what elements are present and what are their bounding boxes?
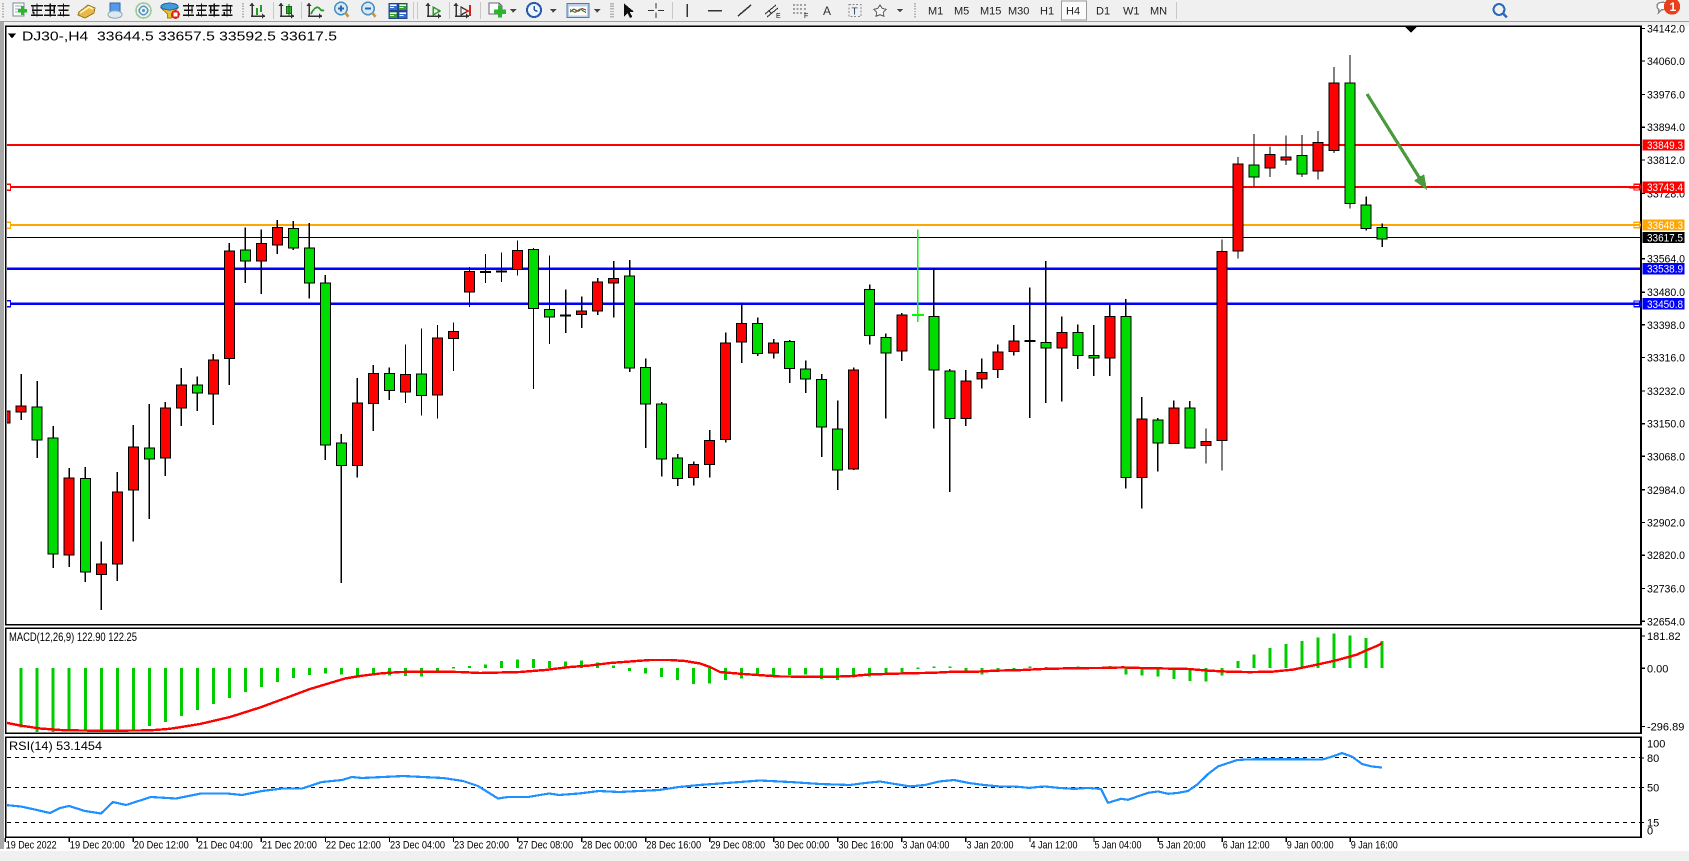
svg-text:33617.5: 33617.5 (1647, 232, 1683, 244)
svg-text:23 Dec 20:00: 23 Dec 20:00 (454, 840, 509, 852)
svg-text:34060.0: 34060.0 (1647, 56, 1685, 68)
svg-text:34142.0: 34142.0 (1647, 23, 1685, 35)
svg-text:M15: M15 (980, 6, 1001, 18)
svg-text:0: 0 (1647, 826, 1653, 838)
svg-text:5 Jan 04:00: 5 Jan 04:00 (1095, 840, 1142, 852)
svg-text:32902.0: 32902.0 (1647, 518, 1685, 530)
svg-text:33480.0: 33480.0 (1647, 287, 1685, 299)
svg-text:H4: H4 (1066, 6, 1080, 18)
svg-text:22 Dec 12:00: 22 Dec 12:00 (326, 840, 381, 852)
svg-text:MACD(12,26,9) 122.90 122.25: MACD(12,26,9) 122.90 122.25 (9, 630, 137, 644)
svg-text:33068.0: 33068.0 (1647, 451, 1685, 463)
svg-text:M30: M30 (1008, 6, 1029, 18)
svg-text:30 Dec 00:00: 30 Dec 00:00 (774, 840, 829, 852)
svg-text:20 Dec 12:00: 20 Dec 12:00 (134, 840, 189, 852)
svg-text:3 Jan 20:00: 3 Jan 20:00 (967, 840, 1014, 852)
svg-text:5 Jan 20:00: 5 Jan 20:00 (1159, 840, 1206, 852)
svg-text:E: E (776, 13, 781, 20)
svg-text:9 Jan 00:00: 9 Jan 00:00 (1287, 840, 1334, 852)
svg-text:W1: W1 (1123, 6, 1140, 18)
svg-text:-296.89: -296.89 (1647, 721, 1684, 733)
svg-text:33812.0: 33812.0 (1647, 155, 1685, 167)
svg-text:4 Jan 12:00: 4 Jan 12:00 (1031, 840, 1078, 852)
svg-text:19 Dec 20:00: 19 Dec 20:00 (70, 840, 125, 852)
svg-text:A: A (823, 4, 831, 18)
svg-text:D1: D1 (1096, 6, 1110, 18)
svg-text:33150.0: 33150.0 (1647, 419, 1685, 431)
svg-text:1: 1 (1670, 0, 1677, 14)
svg-text:19 Dec 2022: 19 Dec 2022 (6, 840, 57, 852)
svg-text:33316.0: 33316.0 (1647, 353, 1685, 365)
svg-text:21 Dec 04:00: 21 Dec 04:00 (198, 840, 253, 852)
svg-text:33849.3: 33849.3 (1647, 140, 1683, 152)
svg-text:32984.0: 32984.0 (1647, 485, 1685, 497)
svg-text:0.00: 0.00 (1647, 663, 1668, 675)
svg-text:9 Jan 16:00: 9 Jan 16:00 (1351, 840, 1398, 852)
svg-text:181.82: 181.82 (1647, 631, 1681, 643)
svg-text:32654.0: 32654.0 (1647, 616, 1685, 628)
svg-text:80: 80 (1647, 753, 1659, 765)
svg-text:3 Jan 04:00: 3 Jan 04:00 (902, 840, 949, 852)
svg-text:F: F (804, 13, 808, 20)
svg-text:28 Dec 16:00: 28 Dec 16:00 (646, 840, 701, 852)
svg-text:33743.4: 33743.4 (1647, 182, 1683, 194)
svg-text:33648.3: 33648.3 (1647, 220, 1683, 232)
svg-text:T: T (852, 7, 858, 18)
svg-text:33232.0: 33232.0 (1647, 386, 1685, 398)
svg-text:30 Dec 16:00: 30 Dec 16:00 (838, 840, 893, 852)
svg-text:100: 100 (1647, 738, 1665, 750)
svg-text:32820.0: 32820.0 (1647, 550, 1685, 562)
svg-text:6 Jan 12:00: 6 Jan 12:00 (1223, 840, 1270, 852)
svg-text:15: 15 (1647, 817, 1659, 829)
svg-text:33894.0: 33894.0 (1647, 122, 1685, 134)
svg-text:RSI(14) 53.1454: RSI(14) 53.1454 (9, 739, 102, 753)
svg-text:32736.0: 32736.0 (1647, 584, 1685, 596)
svg-text:MN: MN (1150, 6, 1167, 18)
svg-text:21 Dec 20:00: 21 Dec 20:00 (262, 840, 317, 852)
svg-text:H1: H1 (1040, 6, 1054, 18)
svg-text:23 Dec 04:00: 23 Dec 04:00 (390, 840, 445, 852)
svg-text:28 Dec 00:00: 28 Dec 00:00 (582, 840, 637, 852)
svg-text:27 Dec 08:00: 27 Dec 08:00 (518, 840, 573, 852)
svg-text:33976.0: 33976.0 (1647, 90, 1685, 102)
svg-text:33538.9: 33538.9 (1647, 264, 1683, 276)
svg-text:33398.0: 33398.0 (1647, 320, 1685, 332)
svg-text:33564.0: 33564.0 (1647, 254, 1685, 266)
svg-text:29 Dec 08:00: 29 Dec 08:00 (710, 840, 765, 852)
svg-text:M1: M1 (928, 6, 943, 18)
svg-text:M5: M5 (954, 6, 969, 18)
svg-text:33450.8: 33450.8 (1647, 299, 1683, 311)
svg-text:50: 50 (1647, 782, 1659, 794)
svg-text:DJ30-,H4 33644.5 33657.5 3359: DJ30-,H4 33644.5 33657.5 33592.5 33617.5 (22, 29, 337, 44)
